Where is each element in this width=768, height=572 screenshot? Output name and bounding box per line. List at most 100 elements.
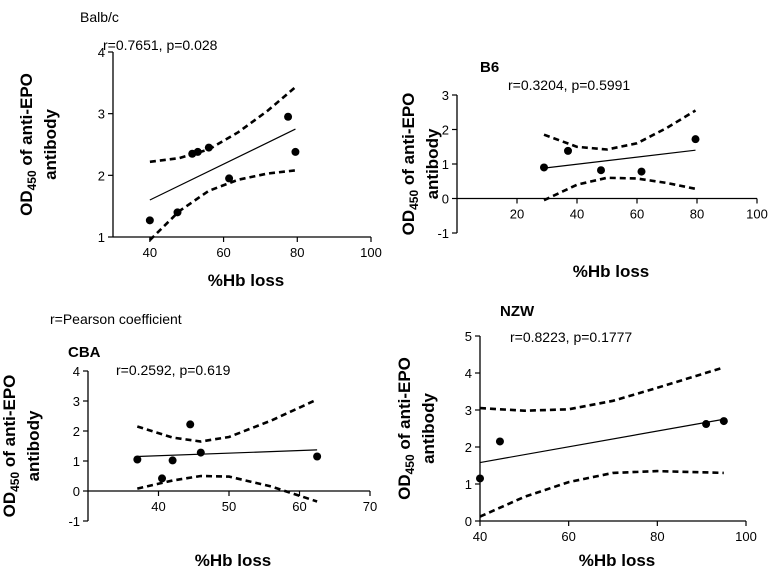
chart-nzw: 0 1 2 3 4 5 40 60 80 100 %Hb loss OD450 of anti-EPO… — [395, 303, 757, 570]
data-point — [168, 456, 177, 465]
y-tick-label: 2 — [442, 123, 449, 138]
data-point — [540, 163, 548, 172]
y-tick-label: 2 — [73, 424, 80, 439]
fit-line — [137, 449, 318, 458]
data-point — [597, 166, 605, 175]
data-point — [637, 167, 646, 176]
data-point — [691, 135, 700, 144]
y-axis-label: OD450 of anti-EPO — [395, 357, 417, 500]
x-tick-label: 80 — [690, 207, 704, 222]
y-axis-label: OD450 of anti-EPO — [399, 93, 421, 236]
y-tick-label: 4 — [73, 364, 80, 379]
data-point — [145, 216, 154, 225]
chart-b6: -1 0 1 2 3 20 40 60 80 100 %Hb loss OD450 of anti-E… — [399, 59, 768, 281]
fit-line — [543, 149, 696, 169]
x-axis-label: %Hb loss — [195, 551, 272, 570]
ci-upper-curve — [136, 398, 318, 443]
data-point — [284, 112, 293, 121]
y-tick-label: 0 — [465, 514, 472, 529]
x-tick-label: 40 — [151, 499, 165, 514]
stats-annotation: r=0.8223, p=0.1777 — [510, 329, 632, 345]
fit-line — [479, 418, 724, 464]
y-tick-label: 2 — [98, 168, 105, 183]
y-tick-label: 4 — [98, 45, 105, 60]
y-axis-label-rest: of anti-EPO — [399, 93, 418, 190]
y-tick-label: 0 — [442, 192, 449, 207]
x-tick-label: 100 — [746, 207, 768, 222]
ci-lower-curve — [148, 169, 296, 242]
data-point — [204, 143, 213, 152]
y-tick-label: 3 — [73, 394, 80, 409]
x-tick-label: 80 — [650, 529, 664, 544]
y-axis-label-main: OD — [0, 492, 19, 518]
x-tick-label: 70 — [363, 499, 377, 514]
x-tick-label: 100 — [735, 529, 757, 544]
stats-annotation: r=0.2592, p=0.619 — [116, 362, 231, 378]
x-tick-label: 40 — [473, 529, 487, 544]
y-axis-label-sub: 450 — [8, 472, 22, 492]
x-tick-label: 80 — [290, 245, 304, 260]
data-point — [193, 147, 202, 156]
chart-title: B6 — [480, 59, 499, 76]
ci-lower-curve — [543, 176, 696, 202]
x-tick-label: 100 — [360, 245, 382, 260]
y-tick-label: 2 — [465, 440, 472, 455]
x-tick-label: 40 — [570, 207, 584, 222]
y-axis-label-main: OD — [395, 474, 414, 500]
footnote: r=Pearson coefficient — [50, 311, 182, 327]
y-tick-label: 1 — [73, 454, 80, 469]
y-tick-label: 5 — [465, 329, 472, 344]
y-axis-label-line2: antibody — [419, 393, 438, 464]
y-tick-label: -1 — [68, 514, 80, 529]
y-axis-label-line2: antibody — [423, 128, 442, 199]
ci-upper-curve — [479, 366, 725, 413]
stats-annotation: r=0.7651, p=0.028 — [103, 37, 218, 53]
y-tick-label: 3 — [465, 403, 472, 418]
y-tick-label: 0 — [73, 484, 80, 499]
data-point — [158, 474, 167, 483]
chart-title: Balb/c — [80, 9, 119, 25]
y-axis-label-line2: antibody — [24, 410, 43, 481]
y-axis-label-main: OD — [17, 190, 36, 216]
y-axis-label-line2: antibody — [41, 109, 60, 180]
x-axis-label: %Hb loss — [573, 262, 650, 281]
y-axis-label-sub: 450 — [407, 190, 421, 210]
y-axis-label: OD450 of anti-EPO — [17, 73, 39, 216]
y-axis-label: OD450 of anti-EPO — [0, 375, 22, 518]
fit-line — [149, 128, 296, 201]
data-point — [476, 474, 484, 483]
y-tick-label: 1 — [465, 477, 472, 492]
y-tick-label: 1 — [442, 157, 449, 172]
stats-annotation: r=0.3204, p=0.5991 — [508, 77, 630, 93]
data-point — [291, 147, 300, 156]
x-tick-label: 20 — [510, 207, 524, 222]
chart-cba: -1 0 1 2 3 4 40 50 60 70 %Hb loss OD450 of anti-EPO… — [0, 344, 377, 570]
data-point — [225, 174, 234, 183]
y-axis-label-sub: 450 — [403, 454, 417, 474]
y-tick-label: 1 — [98, 230, 105, 245]
y-tick-label: -1 — [437, 226, 449, 241]
y-tick-label: 4 — [465, 366, 472, 381]
y-axis-label-sub: 450 — [25, 170, 39, 190]
data-point — [196, 448, 205, 457]
y-axis-label-rest: of anti-EPO — [0, 375, 19, 472]
x-axis-label: %Hb loss — [579, 551, 656, 570]
data-point — [564, 146, 572, 155]
y-axis-label-rest: of anti-EPO — [395, 357, 414, 454]
x-tick-label: 40 — [143, 245, 157, 260]
y-tick-label: 3 — [98, 107, 105, 122]
chart-title: NZW — [500, 303, 535, 320]
y-tick-label: 3 — [442, 88, 449, 103]
data-point — [702, 420, 711, 429]
x-axis-label: %Hb loss — [208, 271, 285, 290]
x-tick-label: 60 — [292, 499, 306, 514]
x-tick-label: 50 — [222, 499, 236, 514]
data-point — [173, 208, 182, 217]
chart-title: CBA — [68, 344, 101, 361]
data-point — [186, 420, 195, 429]
y-axis-label-main: OD — [399, 210, 418, 236]
x-tick-label: 60 — [630, 207, 644, 222]
ci-lower-curve — [137, 474, 318, 503]
ci-lower-curve — [479, 469, 724, 518]
